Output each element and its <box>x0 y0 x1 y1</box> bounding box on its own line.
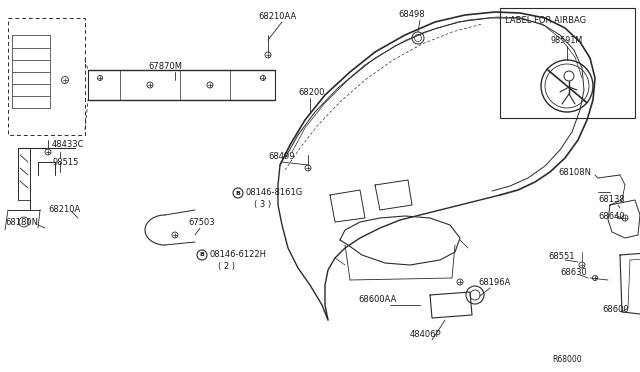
Text: ( 3 ): ( 3 ) <box>254 200 271 209</box>
Text: 68498: 68498 <box>398 10 424 19</box>
Text: LABEL FOR AIRBAG: LABEL FOR AIRBAG <box>505 16 586 25</box>
Text: B: B <box>236 190 241 196</box>
Bar <box>500 8 635 118</box>
Text: 48406P: 48406P <box>410 330 442 339</box>
Text: 67870M: 67870M <box>148 62 182 71</box>
Text: 68630: 68630 <box>560 268 587 277</box>
Text: 68210AA: 68210AA <box>258 12 296 21</box>
Text: B: B <box>200 253 204 257</box>
Text: 68600AA: 68600AA <box>358 295 396 304</box>
Text: 68551: 68551 <box>548 252 575 261</box>
Text: 68108N: 68108N <box>558 168 591 177</box>
Text: 68138: 68138 <box>598 195 625 204</box>
Text: 68180N: 68180N <box>5 218 38 227</box>
Text: 68210A: 68210A <box>48 205 80 214</box>
Text: 98591M: 98591M <box>551 36 583 45</box>
Text: ( 2 ): ( 2 ) <box>218 262 235 271</box>
Text: R68000: R68000 <box>552 355 582 364</box>
Text: 48433C: 48433C <box>52 140 84 149</box>
Text: 08146-6122H: 08146-6122H <box>210 250 267 259</box>
Text: 68200: 68200 <box>298 88 324 97</box>
Text: 67503: 67503 <box>188 218 214 227</box>
Text: 08146-8161G: 08146-8161G <box>246 188 303 197</box>
Text: 98515: 98515 <box>52 158 78 167</box>
Text: 68640: 68640 <box>598 212 625 221</box>
Text: 68196A: 68196A <box>478 278 510 287</box>
Text: 68600: 68600 <box>602 305 628 314</box>
Text: 68499: 68499 <box>268 152 294 161</box>
